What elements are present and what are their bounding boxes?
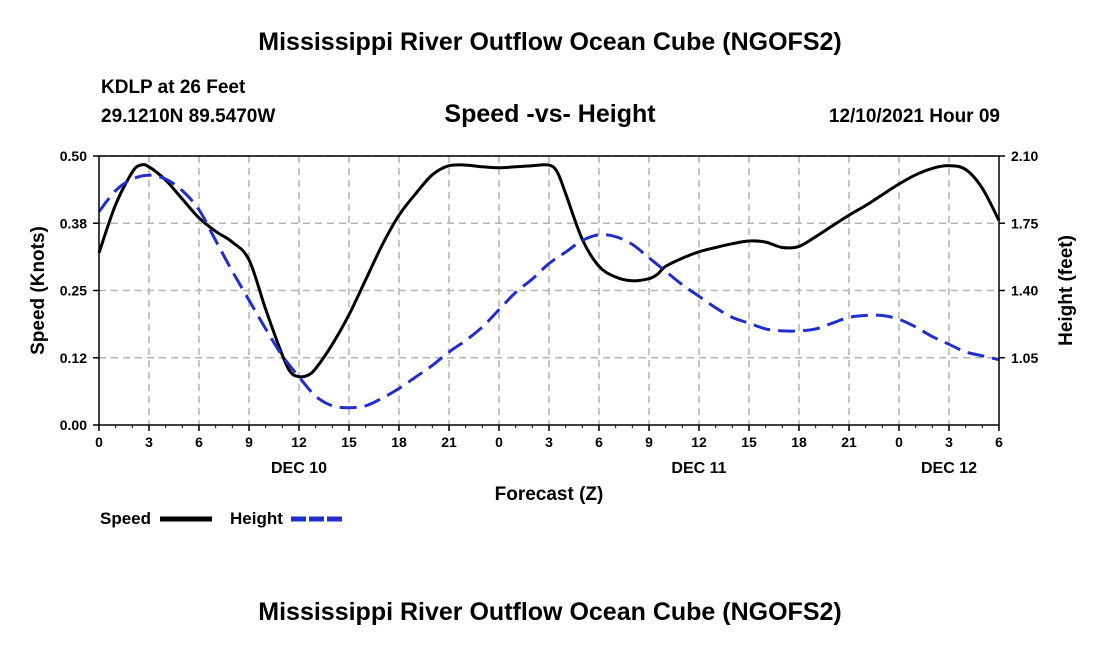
y-tick-label: 0.38 (60, 215, 87, 231)
x-tick-label: 21 (841, 434, 857, 450)
x-tick-label: 3 (945, 434, 953, 450)
station-coordinates: 29.1210N 89.5470W (101, 106, 276, 127)
x-tick-label: 3 (545, 434, 553, 450)
x-tick-label: 18 (791, 434, 807, 450)
x-tick-label: 12 (691, 434, 707, 450)
x-tick-label: 9 (245, 434, 253, 450)
x-tick-label: 15 (741, 434, 757, 450)
chart-subtitle: Speed -vs- Height (444, 100, 656, 128)
x-tick-label: 6 (195, 434, 203, 450)
axis-labels: 0 3 6 9 12 15 18 21 0 3 6 9 12 15 18 21 0 3 6 DEC 10 DEC 11 D… (28, 148, 1077, 505)
chart-bottom-title: Mississippi River Outflow Ocean Cube (NG… (258, 598, 842, 626)
speed-series-line (97, 163, 1001, 379)
y-axis-title: Speed (Knots) (28, 226, 49, 355)
day-label: DEC 12 (921, 460, 977, 477)
y-tick-label: 0.25 (60, 283, 87, 299)
x-tick-label: 12 (291, 434, 307, 450)
y2-axis-title: Height (feet) (1056, 235, 1077, 346)
y-tick-label: 0.50 (60, 148, 87, 164)
x-tick-label: 15 (341, 434, 357, 450)
x-tick-label: 6 (995, 434, 1003, 450)
x-tick-label: 6 (595, 434, 603, 450)
x-tick-label: 0 (95, 434, 103, 450)
x-tick-label: 9 (645, 434, 653, 450)
x-tick-label: 18 (391, 434, 407, 450)
x-tick-label: 0 (895, 434, 903, 450)
y2-tick-label: 2.10 (1011, 148, 1038, 164)
series-lines (97, 163, 1001, 410)
chart-area: 0 3 6 9 12 15 18 21 0 3 6 9 12 15 18 21 0 3 6 DEC 10 DEC 11 D… (28, 148, 1077, 522)
axis-ticks (93, 155, 1005, 431)
day-label: DEC 11 (671, 460, 726, 477)
y2-tick-label: 1.40 (1011, 283, 1038, 299)
x-axis-title: Forecast (Z) (495, 484, 604, 505)
x-tick-label: 3 (145, 434, 153, 450)
forecast-datetime: 12/10/2021 Hour 09 (828, 106, 1000, 127)
legend-speed-label: Speed (100, 509, 152, 528)
y-tick-label: 0.00 (60, 417, 87, 433)
legend-height-label: Height (230, 509, 283, 528)
x-tick-label: 21 (441, 434, 457, 450)
y-tick-label: 0.12 (60, 350, 87, 366)
chart-main-title: Mississippi River Outflow Ocean Cube (NG… (258, 28, 842, 56)
y2-tick-label: 1.75 (1011, 215, 1038, 231)
height-series-line (97, 173, 1000, 410)
station-label: KDLP at 26 Feet (101, 77, 246, 98)
x-tick-label: 0 (495, 434, 503, 450)
y2-tick-label: 1.05 (1011, 350, 1038, 366)
day-label: DEC 10 (271, 460, 327, 477)
grid-lines (99, 155, 999, 425)
